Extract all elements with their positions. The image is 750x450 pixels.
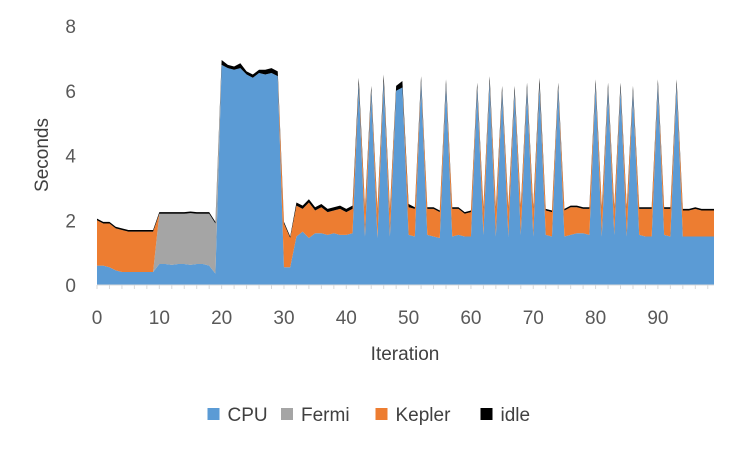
legend-label-idle: idle [501, 405, 531, 426]
y-tick-label: 4 [65, 147, 76, 168]
x-tick-label: 30 [273, 308, 294, 329]
legend: CPU Fermi Kepler idle [207, 405, 531, 426]
x-tick-label: 10 [149, 308, 170, 329]
x-tick-label: 50 [398, 308, 419, 329]
legend-label-kepler: Kepler [396, 405, 452, 426]
x-tick-label: 80 [585, 308, 606, 329]
legend-label-fermi: Fermi [301, 405, 350, 426]
x-tick-label: 60 [460, 308, 481, 329]
y-tick-label: 6 [65, 82, 76, 103]
x-tick-label: 20 [211, 308, 232, 329]
y-tick-label: 2 [65, 211, 76, 232]
legend-label-cpu: CPU [228, 405, 268, 426]
x-tick-label: 90 [647, 308, 668, 329]
x-axis-ticks: 0 10 20 30 40 50 60 70 80 90 [92, 285, 709, 329]
series-areas [97, 59, 714, 285]
x-tick-label: 40 [336, 308, 357, 329]
legend-swatch-kepler [375, 408, 388, 420]
y-tick-label: 8 [65, 17, 76, 38]
x-tick-label: 70 [523, 308, 544, 329]
x-tick-label: 0 [92, 308, 103, 329]
area-cpu [97, 64, 714, 285]
y-axis-ticks: 0 2 4 6 8 [65, 17, 76, 297]
y-axis-title: Seconds [32, 118, 53, 192]
legend-swatch-idle [480, 408, 493, 420]
area-fermi [97, 64, 714, 274]
y-tick-label: 0 [65, 276, 76, 297]
legend-swatch-fermi [281, 408, 293, 420]
x-axis-title: Iteration [371, 344, 440, 365]
legend-swatch-cpu [207, 408, 220, 420]
